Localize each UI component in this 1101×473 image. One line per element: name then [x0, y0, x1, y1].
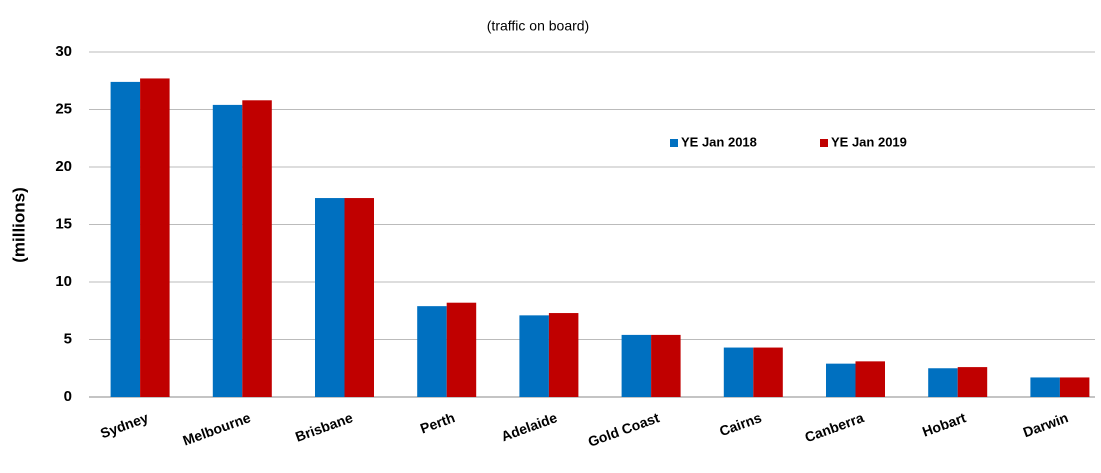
bar [651, 334, 681, 397]
x-tick-label: Canberra [803, 409, 866, 445]
bar [242, 100, 272, 398]
bar [753, 347, 783, 397]
bar [548, 313, 579, 397]
x-tick-label: Sydney [98, 409, 150, 441]
bar [928, 368, 958, 397]
legend-swatch [670, 139, 678, 147]
bar [621, 334, 652, 397]
bar [723, 347, 754, 397]
y-tick-label: 0 [64, 388, 72, 405]
bar [957, 367, 988, 397]
legend-label: YE Jan 2019 [831, 134, 907, 149]
legend-swatch [820, 139, 828, 147]
bar [519, 315, 549, 397]
bar [212, 104, 243, 398]
chart-subtitle: (traffic on board) [487, 18, 589, 34]
bar [446, 302, 477, 397]
legend-label: YE Jan 2018 [681, 134, 757, 149]
y-tick-label: 10 [55, 273, 72, 290]
x-tick-label: Cairns [717, 409, 764, 439]
bar [826, 363, 856, 397]
y-tick-label: 5 [64, 330, 72, 347]
bar [344, 198, 374, 397]
x-tick-label: Hobart [920, 409, 968, 440]
bar [417, 306, 447, 397]
x-tick-label: Gold Coast [586, 409, 662, 450]
y-axis-label: (millions) [9, 187, 28, 263]
x-tick-label: Brisbane [293, 409, 355, 445]
x-tick-label: Melbourne [181, 409, 253, 448]
x-tick-label: Perth [418, 409, 457, 436]
bar [1059, 377, 1090, 397]
x-tick-label: Adelaide [499, 409, 560, 444]
y-tick-label: 30 [55, 43, 72, 60]
bar [855, 361, 885, 397]
bar [315, 198, 345, 397]
y-tick-label: 15 [55, 215, 72, 232]
x-tick-label: Darwin [1021, 409, 1070, 440]
bar [110, 81, 141, 398]
bar [1030, 377, 1060, 397]
y-tick-label: 25 [55, 100, 72, 117]
bar [140, 78, 170, 397]
y-tick-label: 20 [55, 158, 72, 175]
